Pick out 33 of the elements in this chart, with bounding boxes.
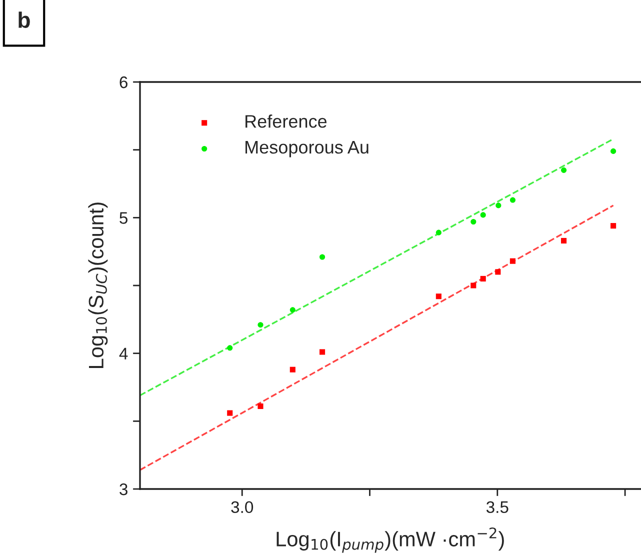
point (258, 322, 264, 328)
text: b (18, 12, 30, 28)
y-tick-label: 6 (120, 76, 128, 88)
point (436, 294, 442, 300)
point (480, 276, 486, 282)
point (470, 218, 476, 225)
y-tick-label: 4 (119, 348, 128, 360)
point (560, 238, 567, 244)
point (610, 148, 616, 154)
point (319, 349, 326, 355)
point (470, 282, 476, 288)
point (436, 230, 442, 236)
point (290, 366, 296, 372)
point (290, 307, 296, 313)
point (480, 212, 486, 218)
point (495, 269, 501, 275)
point (510, 258, 516, 264)
y-tick-label: 5 (120, 212, 128, 224)
x-tick-label: 3.5 (486, 501, 508, 514)
point (227, 410, 233, 416)
point (227, 345, 233, 351)
x-tick-label: 3.0 (231, 501, 254, 514)
point (319, 254, 326, 260)
legend-label: Mesoporous Au (246, 141, 368, 158)
point (496, 202, 502, 208)
point (510, 197, 516, 203)
y-tick-label: 3 (120, 483, 128, 496)
x-axis-title: Log$_{10}$(I$_{pump}$)(mW ·cm$^{−2}$) (276, 527, 504, 553)
point (560, 167, 567, 173)
point (610, 223, 616, 229)
point (258, 403, 264, 410)
legend-label: Reference (246, 114, 327, 128)
y-axis-title: Log$_{10}$(S$_{UC}$)(count) (88, 202, 108, 368)
